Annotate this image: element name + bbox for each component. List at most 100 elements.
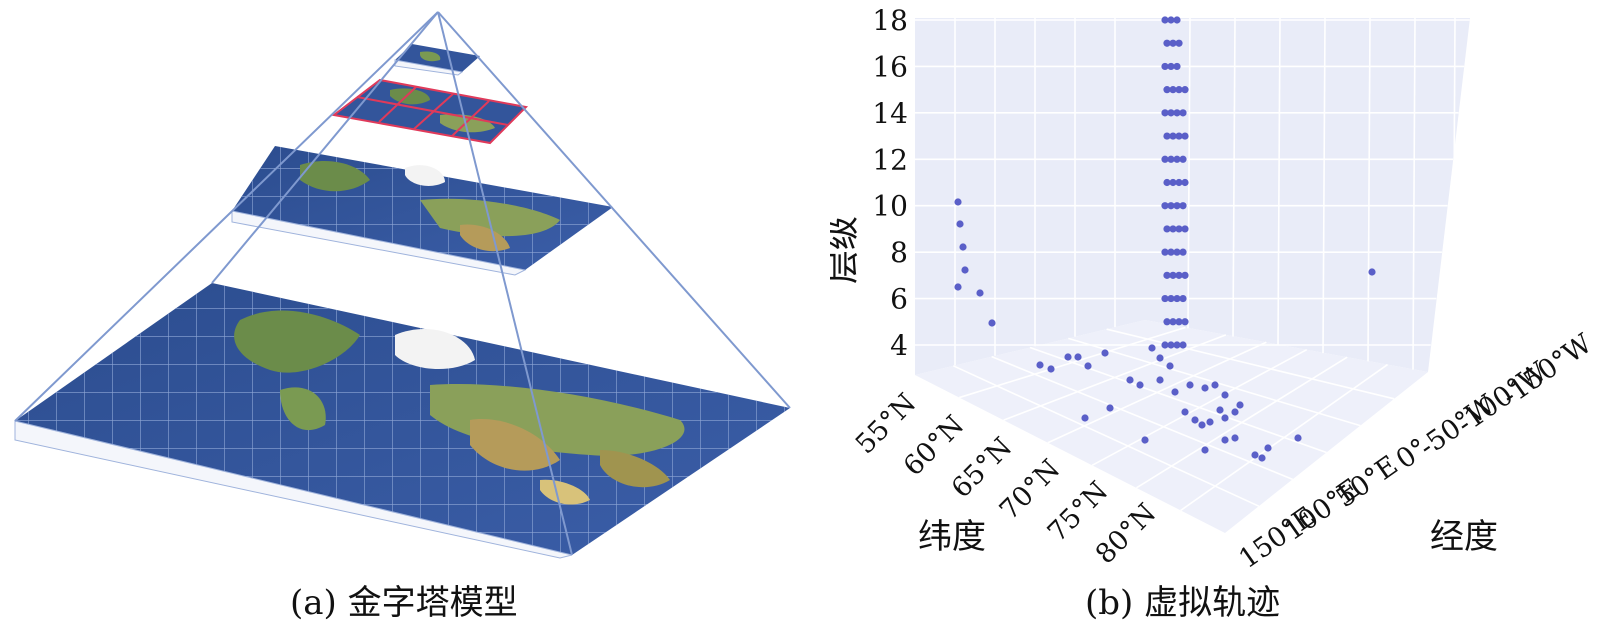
trajectory-point (1231, 434, 1239, 442)
trajectory-point (961, 266, 969, 274)
trajectory-point (1221, 436, 1229, 444)
trajectory-point (1161, 202, 1169, 210)
trajectory-point (1211, 381, 1219, 389)
trajectory-point (1161, 155, 1169, 163)
trajectory-point (1163, 178, 1171, 187)
trajectory-point (1163, 86, 1171, 94)
caption-pyramid-model: (a) 金字塔模型 (290, 583, 518, 623)
z-axis-label: 层级 (830, 216, 863, 284)
floor-pane (915, 320, 1428, 533)
trajectory-chart-panel: 4 6 8 10 12 14 16 18 55°N 60°N 65°N 70°N 75°N 80°N 1… (823, 0, 1600, 623)
trajectory-point (956, 220, 964, 228)
trajectory-points (954, 16, 1376, 462)
trajectory-point (1175, 39, 1183, 47)
pyramid-level-0 (14, 283, 790, 559)
trajectory-point (1161, 109, 1169, 117)
trajectory-point (1136, 381, 1144, 389)
trajectory-point (1084, 362, 1092, 370)
trajectory-point (1216, 406, 1224, 414)
trajectory-point (1167, 202, 1175, 210)
trajectory-point (1047, 365, 1055, 373)
trajectory-point (1221, 414, 1229, 422)
trajectory-point (1175, 178, 1183, 187)
trajectory-point (1167, 62, 1175, 71)
trajectory-point (1161, 248, 1169, 256)
trajectory-point (1036, 361, 1044, 369)
trajectory-point (1236, 401, 1244, 409)
trajectory-point (1169, 271, 1177, 279)
trajectory-point (1181, 271, 1189, 279)
pyramid-illustration (14, 11, 791, 559)
trajectory-point (1101, 349, 1109, 357)
trajectory-point (1169, 132, 1177, 140)
back-pane-left (915, 18, 1145, 375)
lat-axis-label: 纬度 (918, 517, 986, 557)
trajectory-point (1181, 86, 1189, 94)
back-pane-right (1145, 18, 1470, 372)
trajectory-point (1081, 414, 1089, 422)
pyramid-level-1 (231, 146, 613, 276)
trajectory-point (1173, 16, 1181, 24)
trajectory-point (1251, 451, 1259, 459)
lon-tick-label: 50°E (1331, 450, 1404, 514)
trajectory-point (1201, 446, 1209, 454)
trajectory-point (1171, 388, 1179, 396)
trajectory-point (1163, 318, 1171, 326)
trajectory-point (1175, 132, 1183, 140)
trajectory-point (1166, 362, 1174, 370)
pyramid-level-2 (331, 78, 529, 145)
trajectory-point (1167, 341, 1175, 349)
trajectory-point (959, 243, 967, 251)
z-tick-label: 6 (890, 283, 908, 316)
trajectory-point (1181, 132, 1189, 140)
trajectory-point (1179, 202, 1187, 210)
trajectory-point (1181, 408, 1189, 416)
trajectory-point (1156, 354, 1164, 362)
trajectory-point (1186, 381, 1194, 389)
z-tick-label: 14 (872, 97, 908, 130)
trajectory-point (1161, 62, 1169, 71)
pyramid-level-3 (394, 44, 480, 76)
z-tick-label: 16 (872, 50, 908, 83)
pyramid-edges (14, 11, 791, 556)
trajectory-point (1169, 86, 1177, 94)
trajectory-point (1163, 225, 1171, 233)
z-tick-label: 8 (890, 236, 908, 269)
trajectory-point (1148, 344, 1156, 352)
trajectory-point (954, 198, 962, 206)
trajectory-point (1221, 391, 1229, 399)
trajectory-point (1175, 86, 1183, 94)
trajectory-point (1161, 341, 1169, 349)
trajectory-point (1179, 248, 1187, 256)
trajectory-point (1173, 202, 1181, 210)
trajectory-point (1294, 434, 1302, 442)
lon-axis-label: 经度 (1430, 517, 1498, 557)
trajectory-point (1163, 39, 1171, 47)
trajectory-point (1179, 341, 1187, 349)
trajectory-point (1368, 268, 1376, 276)
caption-virtual-trajectory: (b) 虚拟轨迹 (1085, 583, 1281, 623)
trajectory-point (1175, 225, 1183, 233)
trajectory-point (1181, 318, 1189, 326)
trajectory-point (1258, 454, 1266, 462)
trajectory-point (1064, 353, 1072, 361)
trajectory-point (1175, 271, 1183, 279)
trajectory-point (1169, 225, 1177, 233)
trajectory-point (1126, 376, 1134, 384)
grid-lines (915, 17, 1470, 512)
trajectory-point (1173, 109, 1181, 117)
trajectory-point (1181, 178, 1189, 187)
trajectory-point (1161, 16, 1169, 24)
z-tick-label: 12 (872, 143, 908, 176)
trajectory-point (1156, 376, 1164, 384)
trajectory-point (1179, 155, 1187, 163)
trajectory-point (1181, 225, 1189, 233)
trajectory-point (1167, 16, 1175, 24)
trajectory-point (1167, 155, 1175, 163)
trajectory-point (1167, 248, 1175, 256)
trajectory-point (1173, 294, 1181, 303)
trajectory-point (1191, 416, 1199, 424)
trajectory-point (1163, 271, 1171, 279)
trajectory-point (988, 319, 996, 327)
